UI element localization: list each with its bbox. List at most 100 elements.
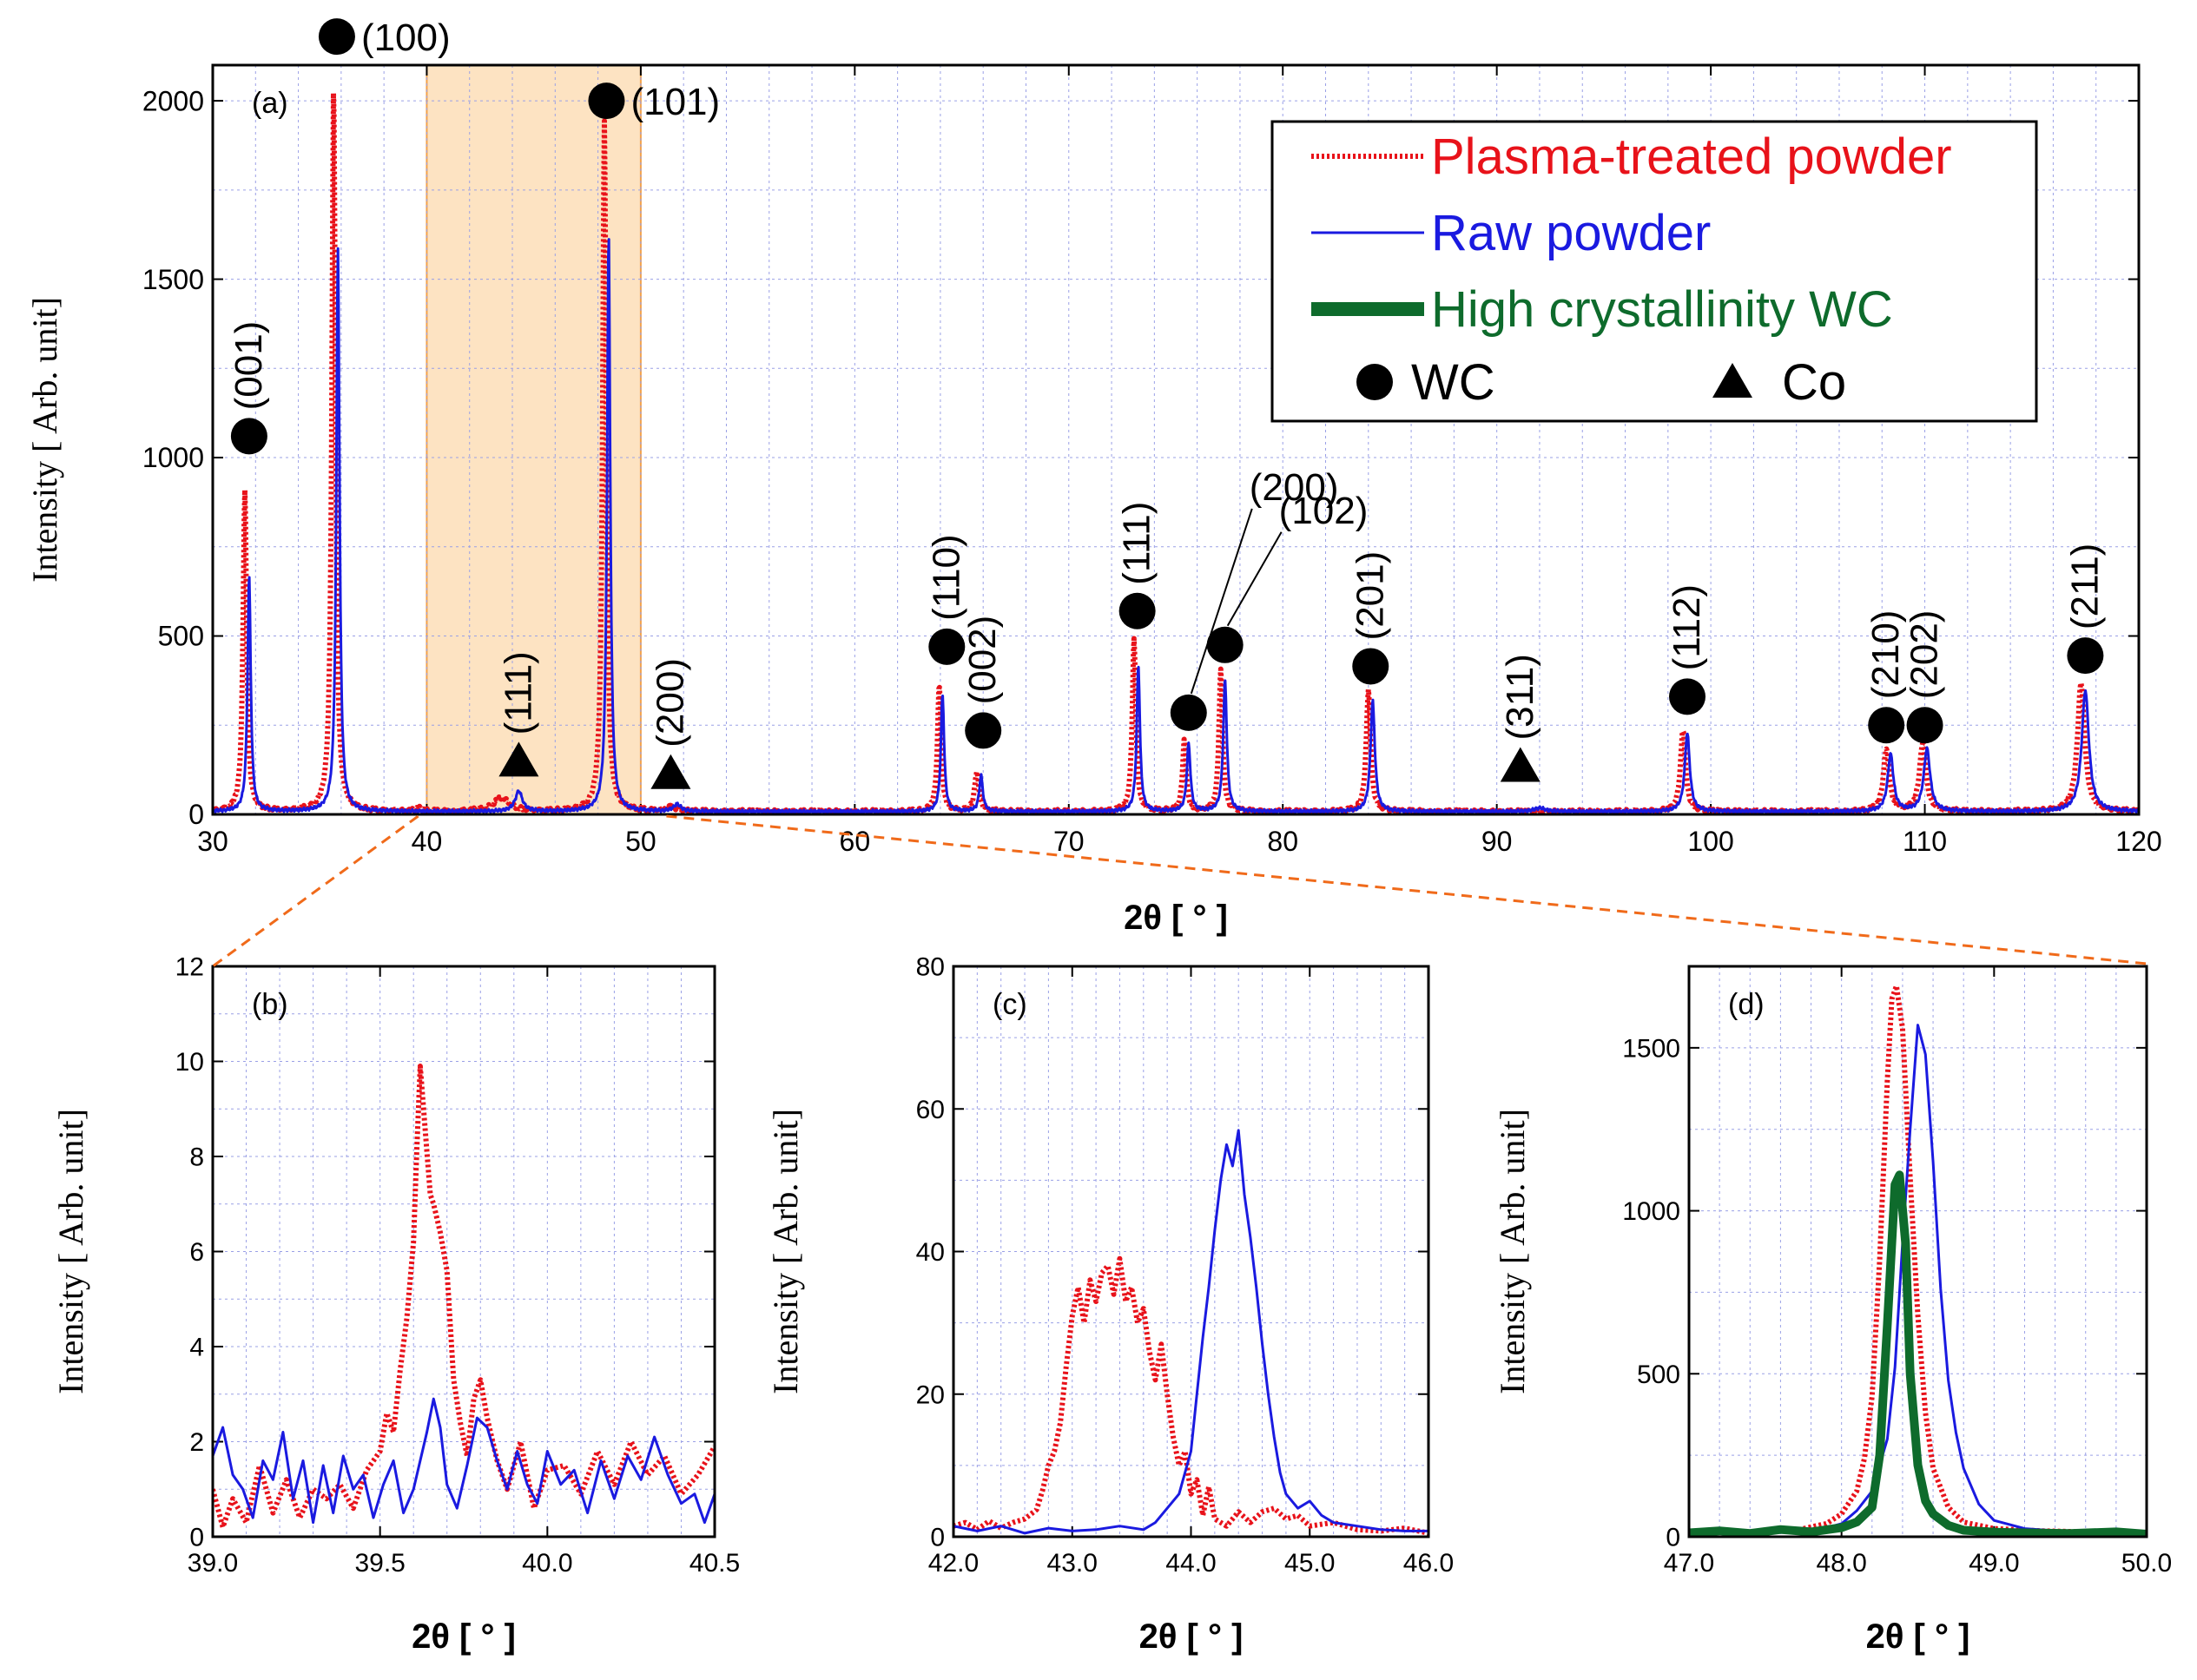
co-triangle-marker: [650, 754, 691, 789]
series-line-high-crystallinity-wc: [1689, 1170, 2147, 1537]
y-tick-label: 60: [916, 1096, 945, 1124]
y-axis-label: Intensity [ Arb. unit]: [766, 1109, 805, 1394]
y-tick-label: 0: [1666, 1524, 1680, 1552]
y-tick-label: 10: [175, 1048, 204, 1077]
wc-circle-marker: [928, 628, 966, 665]
peak-annotation: (111): [1116, 502, 1158, 629]
peak-annotation: (201): [1349, 551, 1391, 685]
wc-circle-marker: [230, 418, 267, 455]
zoom-line-right: [666, 814, 2148, 965]
y-tick-label: 40: [916, 1238, 945, 1267]
wc-circle-marker: [1352, 648, 1389, 685]
y-tick-label: 500: [158, 621, 204, 652]
zoom-line-left: [212, 814, 419, 968]
y-tick-label: 8: [189, 1143, 204, 1172]
plot-frame: [1687, 965, 2148, 1538]
wc-circle-marker: [1118, 592, 1156, 629]
x-tick-label: 40.5: [689, 1549, 740, 1578]
co-triangle-marker: [498, 741, 539, 777]
x-tick-label: 120: [2115, 826, 2161, 857]
peak-annotation: (112): [1666, 584, 1708, 715]
series-line-plasma-treated-powder: [953, 1255, 1428, 1536]
y-tick-label: 1500: [1622, 1034, 1680, 1063]
peak-label: (210): [1864, 610, 1907, 700]
series-line-raw-powder: [213, 1397, 715, 1525]
peak-annotation: (001): [228, 321, 270, 455]
x-tick-label: 40.0: [522, 1549, 572, 1578]
y-tick-label: 1000: [142, 442, 204, 473]
y-tick-label: 0: [188, 799, 204, 830]
x-tick-label: 47.0: [1664, 1549, 1714, 1578]
co-triangle-marker: [1712, 363, 1752, 398]
y-tick-label: 80: [916, 953, 945, 982]
chart-panel-c: 42.0 43.0 44.0 45.0 46.0 0 20 40 60 80 2θ [ ° ] Int…: [766, 953, 1454, 1657]
x-tick-label: 49.0: [1969, 1549, 2019, 1578]
y-axis-label: Intensity [ Arb. unit]: [25, 297, 64, 583]
panel-label: (b): [252, 988, 288, 1021]
peak-label: (100): [361, 16, 451, 59]
peak-label: (311): [1499, 654, 1541, 740]
peak-label: (211): [2063, 544, 2106, 629]
legend-wc-label: WC: [1411, 354, 1495, 411]
y-tick-label: 0: [930, 1524, 945, 1552]
peak-annotation: (200): [649, 658, 691, 789]
wc-circle-marker: [1669, 678, 1706, 715]
peak-annotation: (111): [497, 651, 539, 777]
x-axis-label: 2θ [ ° ]: [412, 1617, 516, 1656]
plot-frame: [211, 63, 2141, 816]
y-axis-label: Intensity [ Arb. unit]: [1493, 1109, 1532, 1394]
y-tick-label: 500: [1637, 1360, 1680, 1389]
peak-annotation: (200): [1170, 466, 1339, 731]
x-tick-label: 50.0: [2121, 1549, 2172, 1578]
x-tick-label: 40: [412, 826, 443, 857]
peak-annotation: (101): [588, 81, 720, 123]
wc-circle-marker: [1356, 364, 1393, 400]
plot-frame: [952, 965, 1430, 1538]
peak-annotation: (110): [925, 534, 967, 665]
peak-label: (200): [649, 658, 691, 748]
y-tick-label: 0: [189, 1524, 204, 1552]
legend-label: Raw powder: [1431, 205, 1711, 261]
x-tick-label: 45.0: [1284, 1549, 1335, 1578]
x-tick-label: 43.0: [1047, 1549, 1098, 1578]
co-triangle-marker: [1500, 747, 1541, 782]
peak-label: (202): [1903, 610, 1946, 700]
x-tick-label: 39.0: [188, 1549, 238, 1578]
x-tick-label: 70: [1053, 826, 1085, 857]
peak-annotation: (211): [2063, 544, 2106, 675]
y-tick-label: 12: [175, 953, 204, 982]
peak-annotation: (102): [1206, 490, 1368, 663]
chart-panel-d: 47.0 48.0 49.0 50.0 0 500 1000 1500 2θ [ ° ] Inte…: [1493, 965, 2172, 1656]
y-tick-label: 6: [189, 1238, 204, 1267]
y-tick-label: 1000: [1622, 1197, 1680, 1226]
x-tick-label: 60: [840, 826, 871, 857]
peak-label: (110): [925, 534, 967, 620]
x-tick-label: 48.0: [1816, 1549, 1866, 1578]
peak-annotation: (202): [1903, 610, 1946, 744]
chart-panel-b: 39.0 39.5 40.0 40.5 0 2 4 6 8 10 12 2θ [ ° ] Intensi…: [51, 953, 740, 1657]
peak-annotation: (311): [1499, 654, 1541, 782]
legend-co-label: Co: [1782, 354, 1846, 411]
x-axis-label: 2θ [ ° ]: [1139, 1617, 1244, 1656]
wc-circle-marker: [2067, 637, 2104, 675]
x-tick-label: 46.0: [1403, 1549, 1454, 1578]
wc-circle-marker: [318, 18, 355, 56]
legend-label: High crystallinity WC: [1431, 281, 1893, 338]
y-tick-label: 2000: [142, 85, 204, 116]
peak-label: (201): [1349, 551, 1391, 641]
peak-label: (112): [1666, 584, 1708, 670]
panel-label: (a): [252, 87, 288, 120]
peak-label: (101): [630, 81, 720, 123]
x-tick-label: 50: [625, 826, 656, 857]
series-line-raw-powder: [213, 238, 2139, 814]
plot-frame: [211, 965, 716, 1538]
series-line-raw-powder: [1689, 1024, 2147, 1534]
x-tick-label: 90: [1481, 826, 1513, 857]
y-tick-label: 4: [189, 1334, 204, 1362]
leader-line: [1226, 531, 1283, 627]
y-axis-label: Intensity [ Arb. unit]: [51, 1109, 90, 1394]
x-tick-label: 42.0: [928, 1549, 979, 1578]
peak-annotation: (210): [1864, 610, 1907, 744]
